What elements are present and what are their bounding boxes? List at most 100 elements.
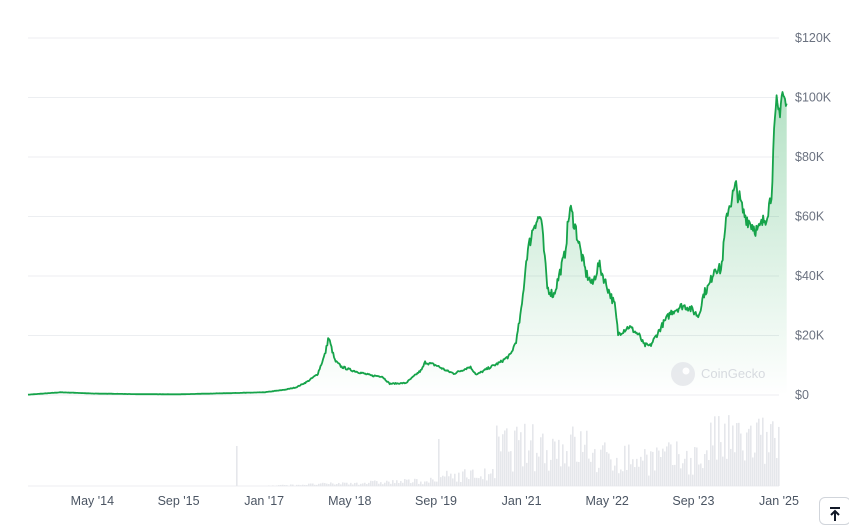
volume-bar [292, 484, 294, 486]
volume-bar [650, 451, 652, 486]
volume-bar [598, 467, 600, 486]
volume-bar [378, 483, 380, 486]
volume-bar [410, 483, 412, 486]
volume-bar [778, 426, 780, 486]
volume-bar [336, 483, 338, 486]
volume-bar [540, 437, 542, 486]
volume-bar [450, 473, 452, 486]
volume-bar [414, 478, 416, 486]
volume-bar [666, 446, 668, 486]
volume-bar [736, 423, 738, 486]
volume-bar [592, 452, 594, 486]
volume-bar [560, 466, 562, 486]
volume-bar [492, 469, 494, 486]
volume-bar [508, 451, 510, 486]
volume-bar [352, 484, 354, 486]
volume-bar [392, 480, 394, 486]
volume-bar [648, 475, 650, 486]
volume-bar [514, 430, 516, 486]
volume-bar [436, 481, 438, 486]
volume-bar [458, 472, 460, 486]
volume-bar [712, 445, 714, 486]
volume-bar [426, 481, 428, 486]
volume-bar [306, 485, 308, 486]
volume-bar [638, 466, 640, 486]
volume-bar [516, 426, 518, 486]
volume-bar [620, 469, 622, 486]
price-area [28, 92, 787, 395]
volume-bar [300, 485, 302, 486]
volume-bar [704, 454, 706, 486]
volume-bar [600, 449, 602, 486]
scroll-to-top-button[interactable] [819, 497, 849, 525]
volume-bar [612, 470, 614, 486]
volume-bar [310, 483, 312, 486]
volume-bar [394, 483, 396, 486]
volume-bar [370, 480, 372, 486]
volume-bar [434, 481, 436, 486]
arrow-up-to-line-icon [830, 507, 840, 521]
volume-bar [428, 482, 430, 486]
volume-bar [578, 461, 580, 486]
volume-bar [440, 477, 442, 486]
volume-bar [720, 442, 722, 486]
volume-bar [626, 470, 628, 486]
volume-bar [762, 417, 764, 486]
volume-bar [694, 447, 696, 486]
volume-bar [566, 451, 568, 486]
volume-bar [332, 483, 334, 486]
volume-bar [584, 444, 586, 486]
volume-bar [652, 451, 654, 486]
volume-bar [618, 473, 620, 486]
volume-bar [494, 478, 496, 486]
coingecko-logo-icon [671, 362, 695, 386]
volume-bar [758, 418, 760, 486]
volume-bar [408, 479, 410, 486]
volume-bar [362, 483, 364, 486]
volume-bar [286, 485, 288, 486]
volume-bar [364, 482, 366, 486]
volume-bar [398, 483, 400, 486]
volume-bar [748, 428, 750, 486]
volume-bar [268, 485, 270, 486]
volume-bar [524, 423, 526, 486]
volume-bar [690, 457, 692, 486]
volume-bar [472, 469, 474, 486]
volume-bar [302, 484, 304, 486]
volume-bar [696, 447, 698, 486]
volume-bar [526, 462, 528, 486]
volume-bar [744, 460, 746, 486]
volume-bar [424, 481, 426, 486]
y-tick-label: $40K [795, 269, 825, 283]
volume-bar [768, 452, 770, 486]
volume-bar [538, 456, 540, 486]
volume-bar [298, 484, 300, 486]
volume-bar [710, 422, 712, 486]
volume-bar [724, 423, 726, 486]
volume-bar [734, 452, 736, 486]
volume-bar [490, 473, 492, 486]
volume-bar [452, 478, 454, 486]
volume-bar [296, 484, 298, 486]
x-tick-label: May '18 [328, 494, 371, 508]
volume-bar [308, 483, 310, 486]
volume-bar [334, 484, 336, 486]
volume-bar [634, 467, 636, 486]
volume-bar [482, 479, 484, 486]
volume-bar [716, 459, 718, 486]
volume-bar [640, 456, 642, 486]
volume-bar [644, 449, 646, 486]
x-tick-label: Jan '21 [502, 494, 542, 508]
volume-bar [340, 484, 342, 486]
volume-bar [746, 432, 748, 486]
volume-bar [546, 450, 548, 486]
volume-bar [400, 481, 402, 486]
volume-bar [422, 484, 424, 486]
volume-bar [604, 442, 606, 486]
volume-bar [608, 453, 610, 486]
volume-bar [442, 475, 444, 486]
volume-bar [486, 480, 488, 486]
volume-bar [582, 451, 584, 486]
volume-bar [498, 436, 500, 486]
volume-bar [488, 474, 490, 486]
